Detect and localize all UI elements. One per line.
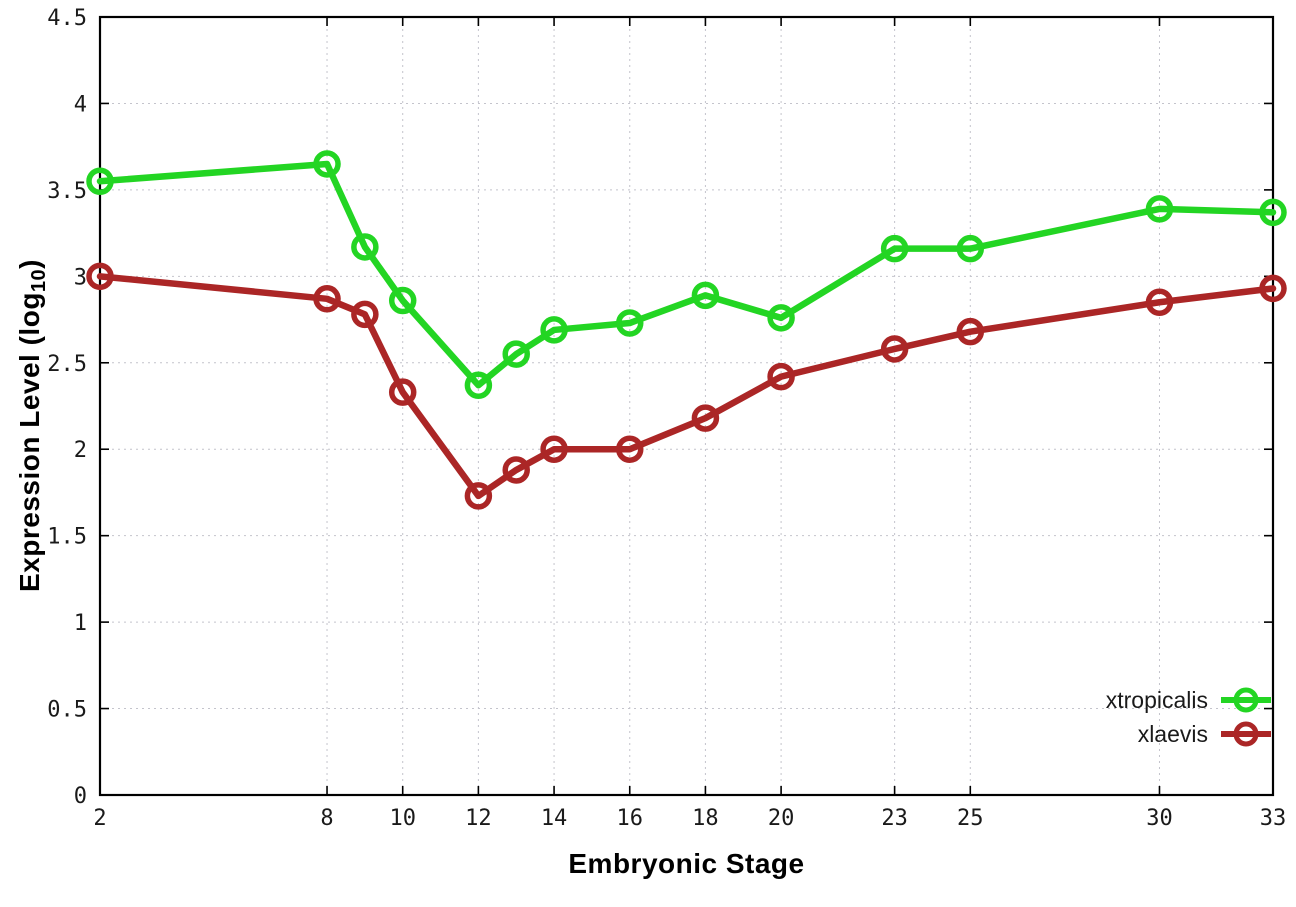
data-point-xtropicalis bbox=[1259, 198, 1287, 227]
data-point-xlaevis bbox=[464, 482, 493, 510]
data-point-xtropicalis bbox=[464, 371, 493, 400]
series-line-xtropicalis bbox=[96, 160, 1277, 389]
y-tick-label: 3 bbox=[74, 265, 87, 290]
x-tick-label: 18 bbox=[692, 806, 719, 831]
legend-label-xtropicalis: xtropicalis bbox=[1105, 686, 1208, 713]
y-tick-label: 2.5 bbox=[47, 352, 87, 377]
data-point-xtropicalis bbox=[388, 286, 417, 315]
y-axis-title-subscript: 10 bbox=[28, 268, 50, 293]
legend-label-xlaevis: xlaevis bbox=[1137, 720, 1208, 747]
plot-border bbox=[98, 15, 1275, 797]
y-tick-label: 4.5 bbox=[47, 6, 87, 31]
data-point-xtropicalis bbox=[691, 281, 720, 310]
legend-marker-xlaevis bbox=[1221, 721, 1271, 747]
data-point-xtropicalis bbox=[767, 304, 795, 332]
data-point-xtropicalis bbox=[86, 167, 114, 195]
x-tick-label: 10 bbox=[389, 806, 416, 831]
legend: xtropicalis xlaevis bbox=[1106, 683, 1274, 751]
y-tick-label: 0.5 bbox=[47, 698, 87, 723]
data-point-xlaevis bbox=[1259, 274, 1287, 303]
x-tick-label: 25 bbox=[957, 806, 984, 831]
data-point-xtropicalis bbox=[1145, 195, 1174, 223]
data-point-xlaevis bbox=[86, 262, 114, 291]
data-point-xtropicalis bbox=[540, 316, 568, 344]
x-tick-label: 12 bbox=[465, 806, 492, 831]
data-point-xtropicalis bbox=[351, 233, 379, 261]
y-axis-title-text: Expression Level (log bbox=[14, 292, 45, 592]
data-point-xtropicalis bbox=[615, 309, 644, 337]
data-point-xlaevis bbox=[502, 456, 530, 484]
data-point-xlaevis bbox=[767, 362, 795, 391]
data-point-xlaevis bbox=[880, 335, 909, 363]
data-point-xlaevis bbox=[351, 300, 379, 329]
x-tick-label: 20 bbox=[768, 806, 795, 831]
series-line-xlaevis bbox=[96, 273, 1277, 500]
data-point-xlaevis bbox=[691, 404, 720, 432]
data-point-xlaevis bbox=[540, 435, 568, 463]
x-tick-label: 16 bbox=[616, 806, 643, 831]
y-tick-label: 2 bbox=[74, 438, 87, 463]
x-tick-label: 30 bbox=[1146, 806, 1173, 831]
y-tick-label: 4 bbox=[74, 92, 87, 117]
x-tick-label: 23 bbox=[881, 806, 908, 831]
x-tick-label: 14 bbox=[541, 806, 568, 831]
legend-item-xtropicalis: xtropicalis bbox=[1106, 683, 1274, 717]
x-axis-title: Embryonic Stage bbox=[568, 848, 805, 879]
data-point-xlaevis bbox=[956, 317, 985, 346]
data-point-xtropicalis bbox=[502, 340, 530, 368]
x-tick-label: 8 bbox=[320, 806, 333, 831]
x-tick-label: 2 bbox=[93, 806, 106, 831]
data-point-xtropicalis bbox=[880, 234, 909, 263]
x-tick-label: 33 bbox=[1260, 806, 1287, 831]
data-point-xlaevis bbox=[388, 378, 417, 406]
y-axis-title: Expression Level (log10) bbox=[14, 259, 51, 592]
y-tick-label: 0 bbox=[74, 784, 87, 809]
y-tick-label: 1 bbox=[74, 611, 87, 636]
data-point-xtropicalis bbox=[313, 150, 341, 178]
y-tick-label: 1.5 bbox=[47, 525, 87, 550]
y-axis-title-close: ) bbox=[14, 259, 45, 269]
legend-item-xlaevis: xlaevis bbox=[1106, 717, 1274, 751]
legend-marker-xtropicalis bbox=[1221, 687, 1271, 713]
data-point-xlaevis bbox=[313, 285, 341, 313]
data-point-xlaevis bbox=[615, 435, 644, 463]
data-point-xlaevis bbox=[1145, 288, 1174, 317]
y-tick-label: 3.5 bbox=[47, 179, 87, 204]
data-point-xtropicalis bbox=[956, 234, 985, 263]
